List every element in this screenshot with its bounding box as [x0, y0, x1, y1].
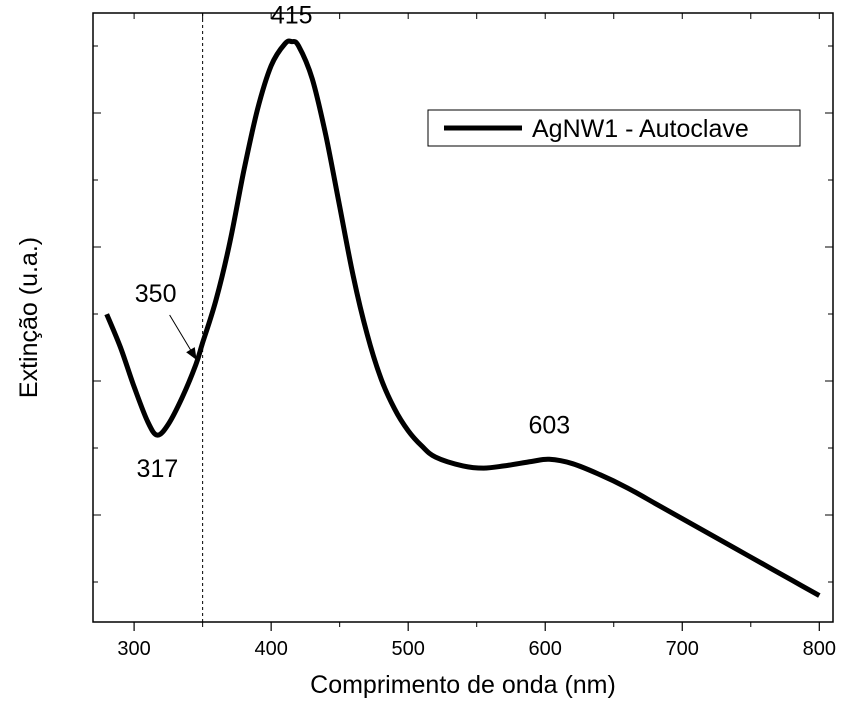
axes-layer: 300 400 500 600 700 800: [92, 12, 836, 660]
series-layer: [104, 38, 821, 598]
annotation-label: 317: [137, 455, 179, 483]
y-axis-title: Extinção (u.a.): [15, 237, 43, 398]
legend: AgNW1 - Autoclave: [427, 109, 801, 147]
x-tick-label: 600: [529, 638, 562, 660]
series-line: [104, 38, 821, 598]
x-tick-label: 500: [391, 638, 424, 660]
x-tick-label: 700: [666, 638, 699, 660]
legend-label: AgNW1 - Autoclave: [532, 115, 749, 143]
annotation-label: 350: [135, 280, 177, 308]
annotation-arrow-head: [186, 347, 197, 360]
plot-frame: [92, 12, 834, 623]
x-tick-label: 300: [117, 638, 150, 660]
x-tick-label: 400: [254, 638, 287, 660]
annotation-layer: 415 317 603 350: [135, 2, 570, 484]
annotation-label: 603: [528, 411, 570, 439]
x-tick-label: 800: [803, 638, 836, 660]
annotation-label: 415: [271, 2, 313, 30]
x-axis-title: Comprimento de onda (nm): [310, 671, 616, 699]
